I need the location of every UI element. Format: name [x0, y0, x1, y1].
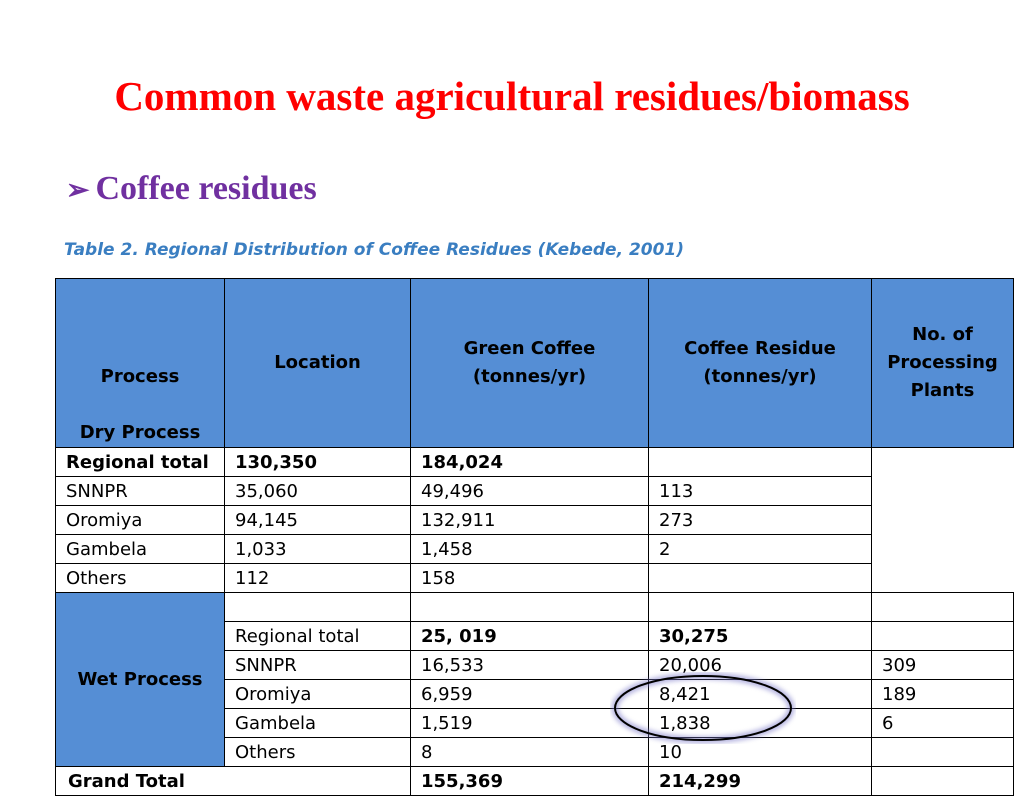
slide-title: Common waste agricultural residues/bioma…: [114, 73, 910, 119]
plants-cell: [871, 592, 1014, 622]
green-coffee-cell: 1,033: [224, 534, 411, 564]
arrow-bullet-icon: ➢: [66, 175, 90, 206]
green-coffee-cell: 112: [224, 563, 411, 593]
green-coffee-cell: 130,350: [224, 447, 411, 477]
green-coffee-header: Green Coffee (tonnes/yr): [410, 278, 649, 448]
coffee-residue-cell: 132,911: [410, 505, 649, 535]
green-coffee-cell: [410, 592, 649, 622]
plants-cell: 189: [871, 679, 1014, 709]
location-cell: Oromiya: [55, 505, 225, 535]
coffee-residue-header: Coffee Residue (tonnes/yr): [648, 278, 872, 448]
coffee-residue-cell: 30,275: [648, 621, 872, 651]
table-row: Regional total 25, 019 30,275: [56, 621, 1014, 651]
green-coffee-cell: 1,519: [410, 708, 649, 738]
location-cell: Others: [55, 563, 225, 593]
plants-cell: 273: [648, 505, 872, 535]
table-header-row: Process Dry Process Location Green Coffe…: [55, 278, 1014, 448]
coffee-residue-cell: 158: [410, 563, 649, 593]
location-cell: Gambela: [55, 534, 225, 564]
plants-cell: [871, 737, 1014, 767]
grand-total-label: Grand Total: [55, 766, 411, 796]
plants-cell: [871, 621, 1014, 651]
location-cell: Oromiya: [224, 679, 411, 709]
green-coffee-cell: 35,060: [224, 476, 411, 506]
green-coffee-cell: 25, 019: [410, 621, 649, 651]
table-row: Others 112 158: [55, 563, 1014, 593]
plants-cell: [648, 447, 872, 477]
coffee-residue-table: Process Dry Process Location Green Coffe…: [55, 278, 1014, 796]
wet-process-label: Wet Process: [55, 592, 225, 767]
grand-total-residue: 214,299: [648, 766, 872, 796]
process-column-header: Process Dry Process: [55, 278, 225, 448]
table-caption: Table 2. Regional Distribution of Coffee…: [64, 240, 685, 260]
location-cell: Others: [224, 737, 411, 767]
coffee-residue-cell: 184,024: [410, 447, 649, 477]
table-row: Oromiya 94,145 132,911 273: [55, 505, 1014, 535]
dry-process-label: Dry Process: [79, 422, 201, 443]
location-cell: Gambela: [224, 708, 411, 738]
plants-header: No. of Processing Plants: [871, 278, 1014, 448]
subheading-text: Coffee residues: [95, 170, 317, 207]
green-coffee-cell: 94,145: [224, 505, 411, 535]
location-cell: [224, 592, 411, 622]
green-coffee-cell: 8: [410, 737, 649, 767]
table-row: Others 8 10: [56, 737, 1014, 767]
grand-total-row: Grand Total 155,369 214,299: [55, 766, 1014, 796]
wet-process-rows: Wet Process Regional total 25, 019 30,275 SN…: [55, 592, 1014, 767]
location-cell: Regional total: [55, 447, 225, 477]
plants-cell: 6: [871, 708, 1014, 738]
plants-cell: [648, 563, 872, 593]
coffee-residue-cell: 49,496: [410, 476, 649, 506]
plants-cell: 309: [871, 650, 1014, 680]
coffee-residue-cell: 20,006: [648, 650, 872, 680]
table-row: Wet Process: [55, 592, 1014, 767]
table-row: Gambela 1,033 1,458 2: [55, 534, 1014, 564]
coffee-residue-cell: 8,421: [648, 679, 872, 709]
table-row: Regional total 130,350 184,024: [55, 447, 1014, 477]
green-coffee-cell: 6,959: [410, 679, 649, 709]
table-row: SNNPR 35,060 49,496 113: [55, 476, 1014, 506]
dry-process-rows: Regional total 130,350 184,024 SNNPR 35,060 4…: [55, 447, 1014, 593]
coffee-residue-cell: 10: [648, 737, 872, 767]
plants-cell: 113: [648, 476, 872, 506]
location-cell: SNNPR: [55, 476, 225, 506]
plants-cell: 2: [648, 534, 872, 564]
grand-total-plants: [871, 766, 1014, 796]
location-cell: SNNPR: [224, 650, 411, 680]
coffee-residue-cell: [648, 592, 872, 622]
location-cell: Regional total: [224, 621, 411, 651]
location-header: Location: [224, 278, 411, 448]
green-coffee-cell: 16,533: [410, 650, 649, 680]
coffee-residue-cell: 1,838: [648, 708, 872, 738]
subheading: ➢ Coffee residues: [66, 170, 317, 208]
process-header-label: Process: [100, 366, 180, 387]
coffee-residue-cell: 1,458: [410, 534, 649, 564]
grand-total-green: 155,369: [410, 766, 649, 796]
